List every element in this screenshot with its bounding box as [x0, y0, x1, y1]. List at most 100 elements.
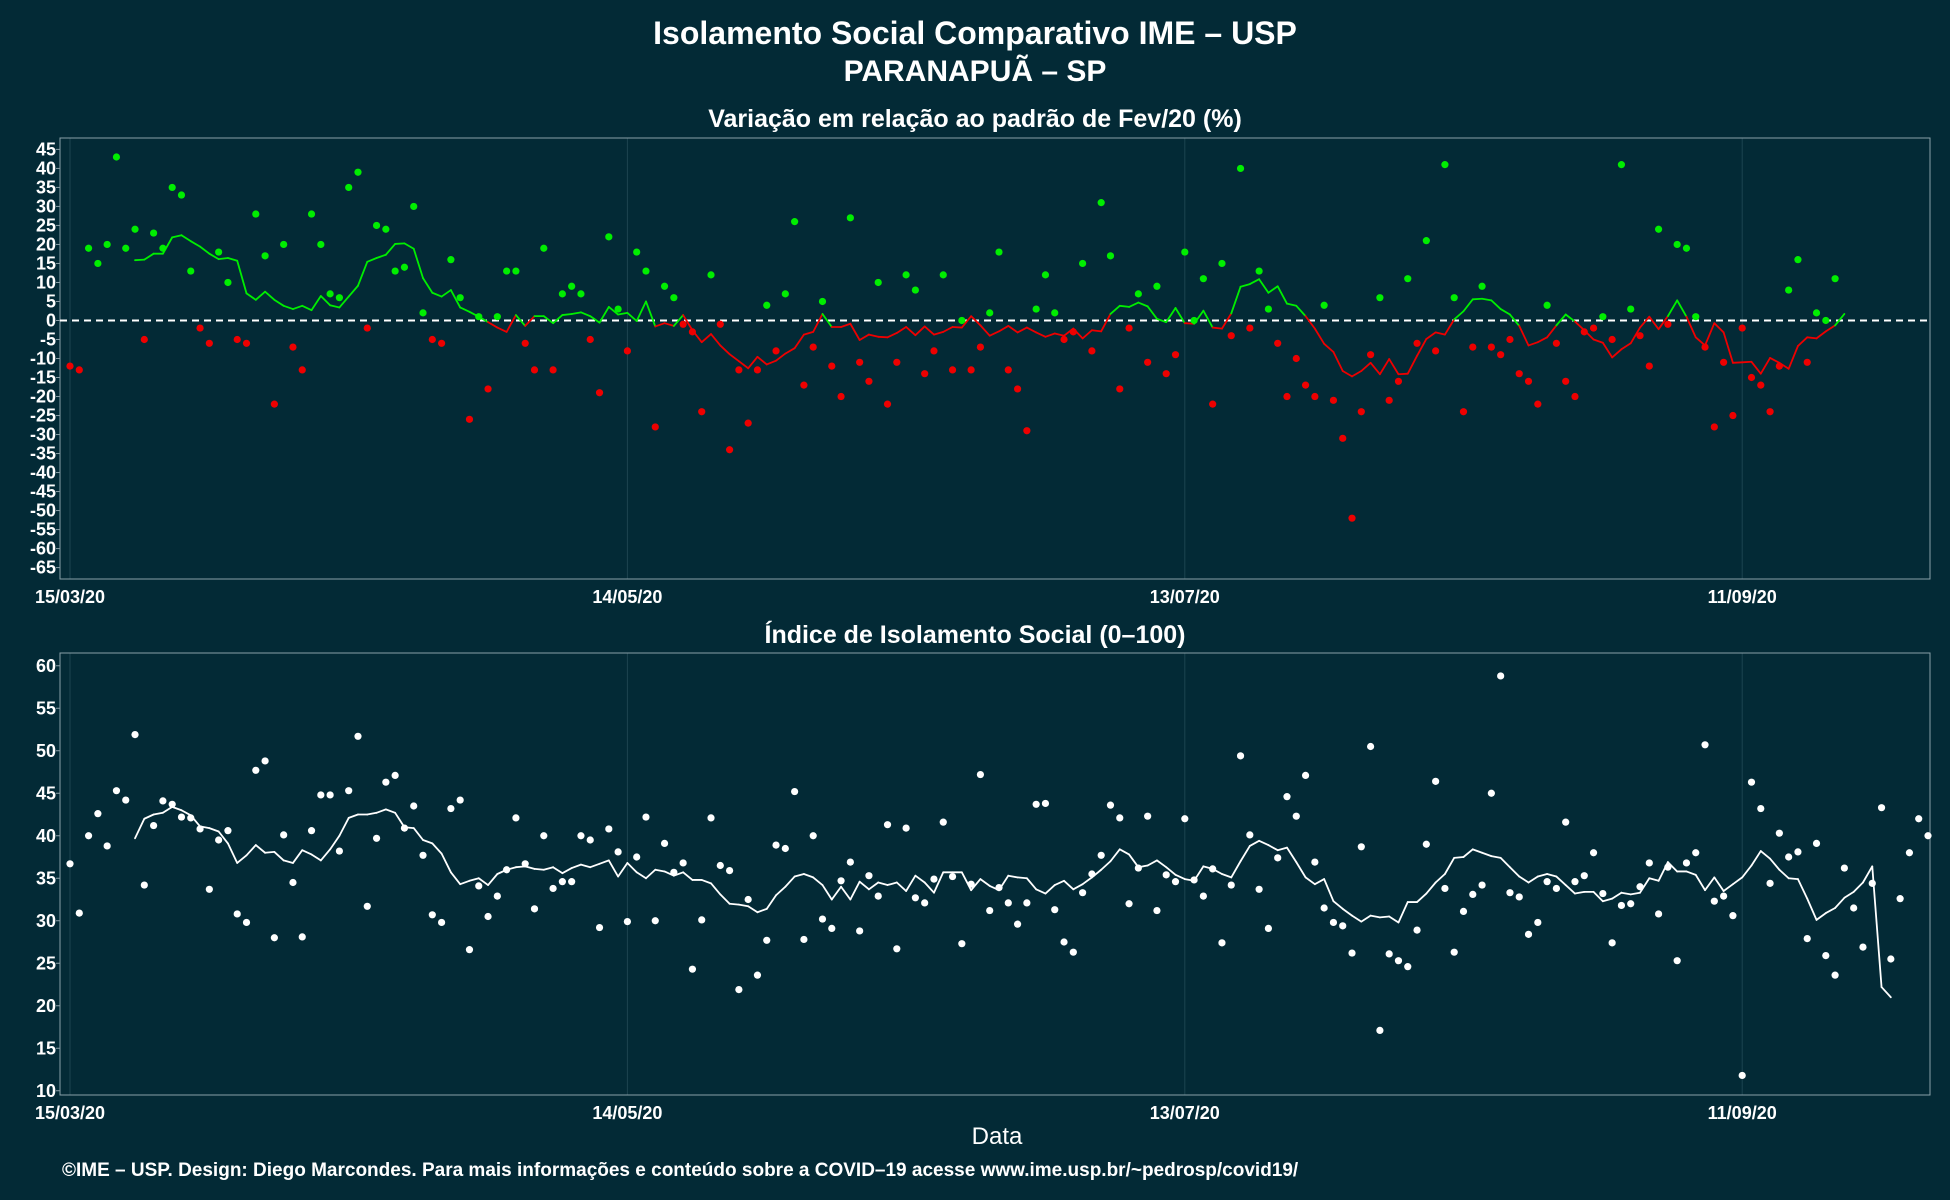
variation-ma-segment [849, 322, 861, 341]
variation-y-tick-label: -5 [40, 329, 56, 349]
variation-data-point [242, 339, 251, 347]
index-data-point [1868, 879, 1876, 887]
variation-ma-segment [1657, 315, 1669, 331]
variation-ma-segment [1406, 354, 1418, 375]
index-ma-segment [1416, 892, 1428, 903]
variation-ma-segment [589, 315, 601, 324]
variation-ma-segment [1044, 332, 1056, 338]
variation-data-point [1320, 301, 1328, 309]
variation-data-point [1729, 411, 1737, 420]
variation-data-point [1469, 343, 1477, 351]
index-data-point [1515, 893, 1523, 901]
index-data-point [1766, 879, 1774, 887]
variation-x-tick-label: 11/09/20 [1708, 587, 1777, 607]
variation-ma-segment [737, 360, 750, 370]
index-data-point [1032, 800, 1040, 808]
index-ma-segment [533, 868, 545, 871]
variation-ma-segment [719, 344, 731, 356]
index-ma-segment [1732, 876, 1744, 886]
variation-data-point [1422, 237, 1430, 245]
index-y-tick-label: 15 [36, 1038, 56, 1058]
variation-data-point [1515, 370, 1523, 378]
index-data-point [883, 821, 892, 829]
index-ma-segment [227, 842, 239, 864]
index-ma-segment [1713, 876, 1725, 892]
index-data-point [744, 895, 752, 904]
variation-ma-segment [793, 333, 805, 350]
variation-data-point [688, 328, 697, 336]
index-data-point [326, 791, 334, 799]
variation-ma-segment [747, 355, 759, 370]
index-y-tick-label: 10 [36, 1081, 56, 1101]
variation-data-point [1394, 377, 1403, 385]
variation-data-point [456, 294, 464, 302]
index-data-point [103, 842, 111, 850]
variation-ma-segment [1629, 326, 1641, 345]
index-ma-segment [1081, 876, 1093, 886]
variation-ma-segment [449, 289, 462, 309]
variation-ma-segment [301, 304, 313, 312]
index-data-point [1097, 851, 1105, 859]
index-ma-segment [1648, 877, 1660, 882]
variation-ma-segment [988, 330, 1000, 337]
index-ma-segment [1462, 848, 1474, 858]
index-data-point [1106, 801, 1115, 809]
variation-ma-segment [422, 277, 434, 294]
variation-x-tick-label: 15/03/20 [35, 587, 105, 607]
variation-data-point [1682, 244, 1691, 252]
variation-ma-segment [1462, 298, 1474, 313]
variation-ma-segment [1741, 360, 1753, 364]
variation-ma-segment [552, 314, 564, 325]
variation-data-point [196, 324, 204, 332]
index-ma-segment [1156, 859, 1168, 869]
variation-data-point [1608, 335, 1616, 344]
index-ma-segment [1434, 873, 1446, 884]
variation-data-point [1079, 259, 1087, 268]
variation-ma-segment [1025, 326, 1038, 334]
variation-data-point [614, 305, 622, 313]
variation-data-point [1125, 324, 1133, 332]
index-ma-segment [1862, 865, 1874, 884]
index-ma-segment [933, 871, 945, 894]
index-data-point [763, 936, 771, 944]
index-data-point [1088, 870, 1096, 878]
index-y-tick-label: 45 [36, 783, 56, 803]
index-y-tick-label: 50 [36, 741, 56, 761]
index-ma-segment [1639, 877, 1651, 894]
index-data-point [828, 924, 836, 933]
variation-data-point [1404, 275, 1412, 283]
variation-data-point [1803, 358, 1811, 366]
variation-data-point [1720, 358, 1728, 366]
variation-ma-segment [431, 291, 443, 298]
index-data-point [893, 945, 901, 953]
variation-y-tick-label: 20 [36, 234, 56, 254]
variation-ma-segment [1174, 307, 1186, 325]
index-data-point [753, 971, 762, 979]
variation-data-point [1617, 161, 1626, 169]
variation-ma-segment [1128, 301, 1140, 308]
variation-data-point [428, 335, 436, 344]
index-ma-segment [1397, 901, 1409, 924]
variation-ma-segment [979, 324, 991, 337]
index-ma-segment [338, 817, 350, 837]
index-data-point [177, 813, 186, 821]
variation-data-point [512, 267, 520, 275]
index-ma-segment [970, 878, 982, 892]
variation-ma-segment [1481, 297, 1493, 302]
index-data-point [558, 878, 566, 886]
variation-ma-segment [189, 240, 201, 248]
variation-data-point [568, 282, 576, 290]
index-ma-segment [1852, 881, 1864, 893]
variation-data-point [159, 244, 167, 252]
index-data-point [252, 766, 260, 774]
index-ma-segment [1035, 888, 1047, 895]
index-ma-segment [1824, 907, 1836, 914]
index-y-tick-label: 20 [36, 996, 56, 1016]
variation-ma-segment [1351, 370, 1363, 378]
index-data-point [1636, 883, 1644, 891]
index-ma-segment [1388, 915, 1400, 924]
variation-data-point [1562, 377, 1570, 385]
index-data-point [419, 851, 427, 859]
variation-ma-segment [933, 330, 945, 336]
